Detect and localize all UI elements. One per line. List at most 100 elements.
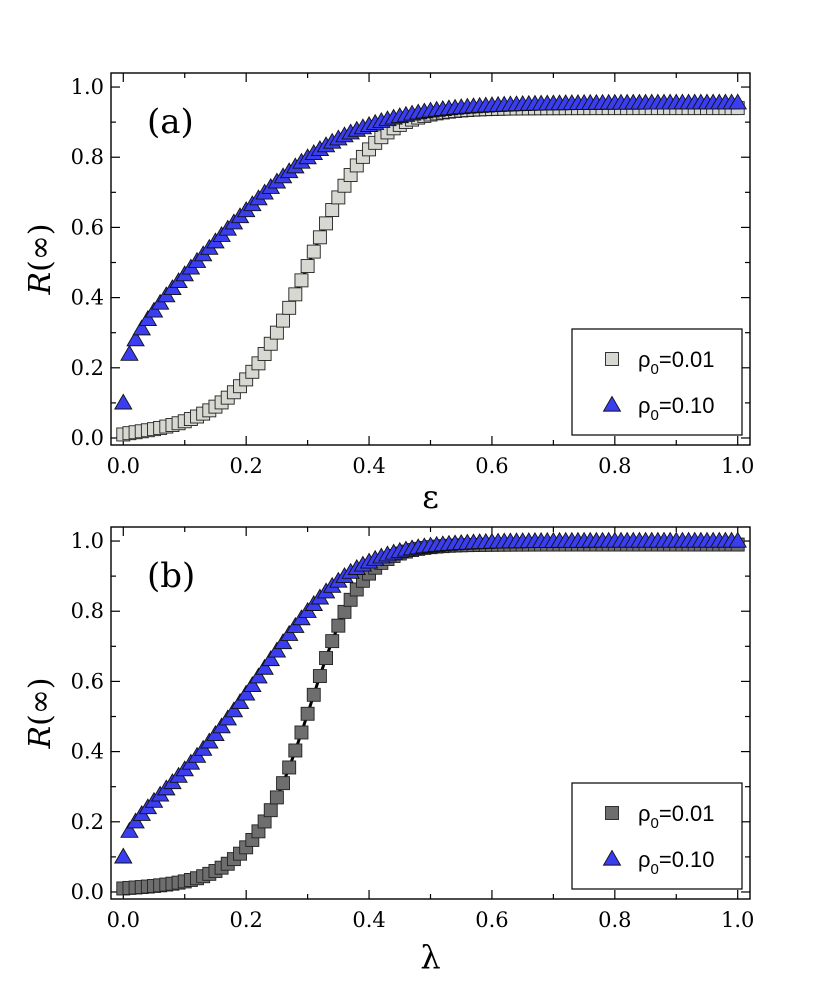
chart-panel-a: 0.0 0.2 0.4 0.6 0.8 1.0 0.0 0.2 0.4 0.6 0.8 1.0 ε R(∞… xyxy=(23,72,754,516)
y-tick-label: 0.2 xyxy=(71,810,104,834)
y-tick-label: 1.0 xyxy=(71,529,104,553)
marker-square xyxy=(325,203,340,217)
legend-entry: ρ0=0.01 xyxy=(605,801,715,832)
marker-triangle xyxy=(230,693,250,709)
x-tick-label: 0.8 xyxy=(598,908,631,932)
y-axis-label-arg: (∞) xyxy=(23,224,58,272)
marker-triangle xyxy=(236,684,256,701)
x-tick-label: 0.6 xyxy=(475,908,508,932)
marker-square xyxy=(276,313,290,328)
marker-triangle xyxy=(132,319,152,336)
marker-square xyxy=(325,634,340,649)
legend-label-base: ρ xyxy=(638,393,651,418)
legend-label: ρ0=0.10 xyxy=(638,847,715,878)
legend-label-value: =0.10 xyxy=(659,393,715,418)
marker-triangle xyxy=(114,847,133,864)
legend-label-value: =0.01 xyxy=(659,347,715,372)
x-tick-label: 0.0 xyxy=(107,454,140,478)
marker-triangle xyxy=(218,709,238,726)
marker-square xyxy=(282,300,297,315)
marker-square xyxy=(263,803,278,818)
marker-square xyxy=(306,244,321,259)
marker-square xyxy=(300,706,315,721)
marker-square xyxy=(319,216,333,231)
marker-triangle xyxy=(138,310,158,326)
x-tick-label: 1.0 xyxy=(721,908,754,932)
legend-label-base: ρ xyxy=(638,847,651,872)
y-tick-label: 0.0 xyxy=(71,426,104,450)
panel-label: (b) xyxy=(147,556,195,596)
y-axis-label-var: R xyxy=(23,726,58,750)
marker-triangle xyxy=(144,301,164,318)
x-tick-label: 1.0 xyxy=(721,454,754,478)
marker-square xyxy=(300,259,315,273)
y-axis: 0.0 0.2 0.4 0.6 0.8 1.0 xyxy=(71,75,750,450)
x-axis-label: ε xyxy=(422,478,439,516)
y-tick-label: 0.8 xyxy=(71,145,104,169)
y-axis: 0.0 0.2 0.4 0.6 0.8 1.0 xyxy=(71,529,750,904)
legend-label-sub: 0 xyxy=(651,815,659,832)
x-tick-label: 0.8 xyxy=(598,454,631,478)
legend-entry: ρ0=0.10 xyxy=(602,847,715,878)
marker-triangle xyxy=(602,849,622,866)
marker-triangle xyxy=(114,393,133,410)
y-tick-label: 0.6 xyxy=(71,669,104,693)
marker-square xyxy=(312,669,327,684)
x-axis: 0.0 0.2 0.4 0.6 0.8 1.0 xyxy=(107,73,754,478)
marker-triangle xyxy=(261,650,281,667)
legend-label-value: =0.10 xyxy=(659,847,715,872)
marker-triangle xyxy=(120,821,139,838)
y-axis-label: R(∞) xyxy=(23,678,58,750)
marker-triangle xyxy=(728,531,747,548)
legend-label-sub: 0 xyxy=(651,361,659,378)
legend-label-value: =0.01 xyxy=(659,801,715,826)
legend-label-sub: 0 xyxy=(651,407,659,424)
marker-triangle xyxy=(255,658,274,675)
marker-square xyxy=(337,604,352,619)
marker-square xyxy=(319,651,333,665)
x-tick-label: 0.2 xyxy=(229,454,262,478)
marker-square xyxy=(269,325,284,340)
y-axis-label-var: R xyxy=(23,272,58,296)
marker-square xyxy=(331,190,346,205)
marker-triangle xyxy=(249,667,268,684)
marker-triangle xyxy=(602,395,622,412)
marker-square xyxy=(282,760,297,775)
legend-entry: ρ0=0.01 xyxy=(605,347,715,378)
marker-square xyxy=(276,776,290,791)
y-tick-label: 0.8 xyxy=(71,599,104,623)
series-rho-0-10 xyxy=(114,93,747,410)
x-axis-label: λ xyxy=(420,938,440,976)
x-tick-label: 0.0 xyxy=(107,908,140,932)
legend-label-base: ρ xyxy=(638,347,651,372)
legend-label-base: ρ xyxy=(638,801,651,826)
x-tick-label: 0.2 xyxy=(229,908,262,932)
marker-square xyxy=(331,618,346,633)
legend-box xyxy=(571,782,743,890)
marker-square xyxy=(306,687,321,702)
marker-square xyxy=(605,352,619,366)
marker-square xyxy=(294,273,309,288)
marker-square xyxy=(288,743,303,758)
marker-triangle xyxy=(212,717,231,734)
marker-triangle xyxy=(728,93,747,110)
legend-entry: ρ0=0.10 xyxy=(602,393,715,424)
marker-square xyxy=(288,287,303,302)
marker-square xyxy=(269,790,284,805)
y-axis-label: R(∞) xyxy=(23,224,58,296)
panel-label: (a) xyxy=(147,102,194,142)
y-tick-label: 0.0 xyxy=(71,880,104,904)
x-tick-label: 0.6 xyxy=(475,454,508,478)
marker-triangle xyxy=(224,701,244,718)
y-tick-label: 0.4 xyxy=(71,740,104,764)
y-tick-label: 0.4 xyxy=(71,286,104,310)
chart-panel-b: 0.0 0.2 0.4 0.6 0.8 1.0 0.0 0.2 0.4 0.6 0.8 1.0 λ R(∞… xyxy=(23,526,754,976)
legend-label: ρ0=0.01 xyxy=(638,347,715,378)
y-axis-label-arg: (∞) xyxy=(23,678,58,726)
marker-triangle xyxy=(126,330,145,347)
x-axis: 0.0 0.2 0.4 0.6 0.8 1.0 xyxy=(107,527,754,932)
marker-triangle xyxy=(279,624,299,641)
